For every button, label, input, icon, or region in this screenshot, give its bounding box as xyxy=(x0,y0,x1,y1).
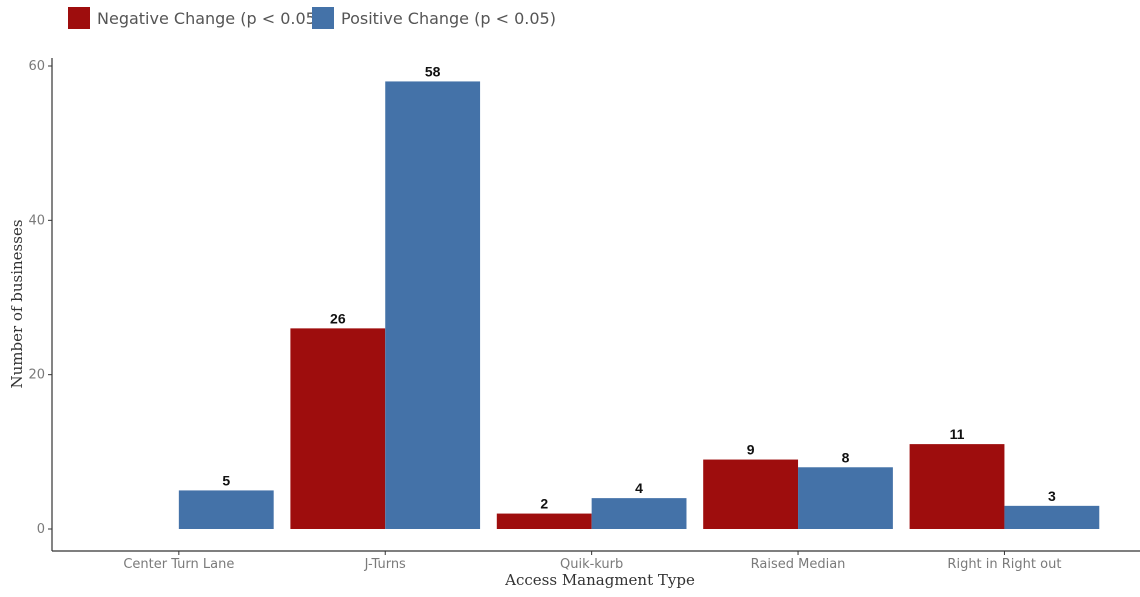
data-label: 9 xyxy=(747,442,755,458)
data-label: 5 xyxy=(222,472,230,488)
bar-group-j-turns: 26 58 xyxy=(290,63,481,529)
x-tick-label: J-Turns xyxy=(364,557,406,572)
x-axis-ticks: Center Turn Lane J-Turns Quik-kurb Raised M… xyxy=(123,551,1061,572)
legend-swatch xyxy=(68,7,90,29)
data-label: 26 xyxy=(330,310,346,326)
legend-item-negative-change-p-0-05: Negative Change (p < 0.05) xyxy=(68,7,322,29)
bar-group-right-in-right-out: 11 3 xyxy=(909,426,1100,529)
y-axis-ticks: 0 20 40 60 xyxy=(28,59,52,537)
bar-positive-change-p-0-05-right-in-right-out xyxy=(1004,505,1100,529)
data-label: 4 xyxy=(635,480,643,496)
bar-negative-change-p-0-05-right-in-right-out xyxy=(909,444,1005,529)
x-tick-label: Center Turn Lane xyxy=(123,557,234,572)
x-tick-label: Right in Right out xyxy=(947,557,1061,572)
y-tick-label: 0 xyxy=(37,522,45,537)
x-tick-label: Quik-kurb xyxy=(560,557,623,572)
bar-positive-change-p-0-05-center-turn-lane xyxy=(178,490,274,529)
data-label: 58 xyxy=(425,63,441,79)
bar-group-center-turn-lane: 5 xyxy=(178,472,274,529)
legend: Negative Change (p < 0.05) Positive Chang… xyxy=(68,7,556,29)
bar-negative-change-p-0-05-j-turns xyxy=(290,328,386,529)
x-axis-title: Access Managment Type xyxy=(504,571,695,589)
legend-label: Negative Change (p < 0.05) xyxy=(97,9,322,28)
bar-positive-change-p-0-05-raised-median xyxy=(798,467,893,529)
data-label: 3 xyxy=(1048,488,1056,504)
data-label: 2 xyxy=(540,496,548,512)
data-label: 8 xyxy=(842,449,850,465)
bar-group-quik-kurb: 24 xyxy=(496,480,687,529)
legend-label: Positive Change (p < 0.05) xyxy=(341,9,556,28)
y-tick-label: 60 xyxy=(28,59,45,74)
x-tick-label: Raised Median xyxy=(751,557,846,572)
bar-positive-change-p-0-05-j-turns xyxy=(385,81,481,529)
y-tick-label: 40 xyxy=(28,213,45,228)
bar-negative-change-p-0-05-raised-median xyxy=(703,459,799,529)
bar-positive-change-p-0-05-quik-kurb xyxy=(591,498,687,529)
y-tick-label: 20 xyxy=(28,368,45,383)
legend-swatch xyxy=(312,7,334,29)
data-label: 11 xyxy=(950,426,965,442)
legend-item-positive-change-p-0-05: Positive Change (p < 0.05) xyxy=(312,7,556,29)
bar-negative-change-p-0-05-quik-kurb xyxy=(496,513,592,529)
y-axis-title: Number of businesses xyxy=(8,219,26,388)
